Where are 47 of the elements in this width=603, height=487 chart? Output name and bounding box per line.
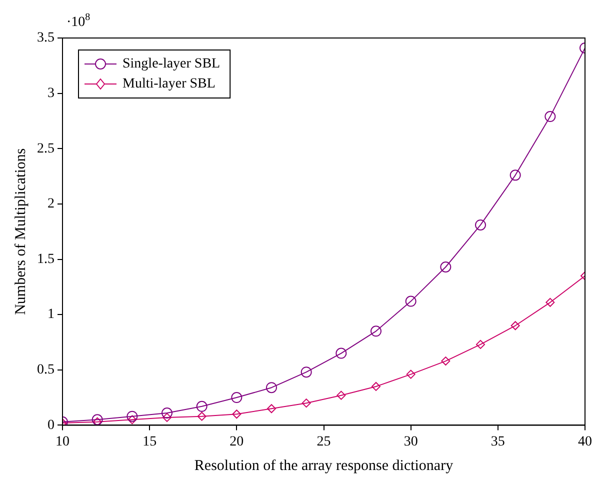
point [92, 414, 103, 426]
x-tick-label: 30 [404, 434, 418, 450]
point [372, 382, 380, 391]
point [406, 370, 416, 379]
y-tick-label: 3.5 [37, 30, 54, 46]
point [128, 415, 137, 424]
y-tick-label: 0 [48, 418, 54, 433]
point [92, 417, 102, 426]
point [440, 262, 452, 272]
legend-label: Single-layer SBL [122, 56, 220, 72]
y-tick-label: 1 [48, 307, 54, 322]
point [476, 340, 485, 349]
y-tick-label: 2.5 [37, 141, 54, 156]
y-tick-label: 3 [48, 86, 54, 101]
point [510, 170, 521, 181]
y-tick-label: 0.5 [37, 362, 54, 378]
y-axis-title: Numbers of Multiplications [12, 148, 29, 315]
x-tick-label: 35 [490, 434, 505, 450]
x-tick-label: 10 [56, 434, 70, 450]
point [232, 410, 242, 419]
y-tick-label: 2 [48, 196, 54, 212]
point [441, 356, 450, 366]
point [336, 348, 347, 359]
point [196, 400, 208, 412]
x-tick-label: 15 [142, 434, 157, 450]
point [336, 390, 346, 400]
point [510, 321, 520, 330]
point [266, 382, 277, 394]
x-tick-label: 20 [230, 434, 244, 450]
y-tick-label: 1.5 [37, 252, 54, 267]
x-tick-label: 25 [316, 434, 331, 450]
point [162, 412, 172, 422]
point [162, 408, 172, 419]
point [475, 219, 486, 230]
point [544, 111, 556, 122]
point [267, 404, 276, 414]
point [370, 326, 382, 337]
point [197, 412, 206, 421]
point [126, 410, 138, 422]
x-axis-title: Resolution of the array response dictionary [194, 458, 454, 474]
point [231, 392, 242, 404]
legend-label: Multi-layer SBL [122, 76, 216, 92]
x-tick-label: 40 [578, 434, 592, 450]
point [405, 296, 416, 307]
point [546, 298, 555, 307]
point [302, 398, 311, 408]
point [300, 366, 312, 378]
